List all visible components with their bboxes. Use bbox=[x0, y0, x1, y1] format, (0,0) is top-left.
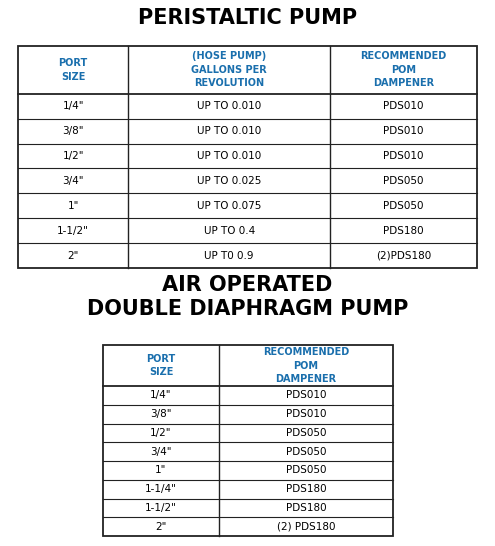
Text: 1-1/2": 1-1/2" bbox=[57, 225, 89, 236]
Text: (2) PDS180: (2) PDS180 bbox=[277, 521, 335, 532]
Text: PDS050: PDS050 bbox=[286, 447, 326, 456]
Text: 1/2": 1/2" bbox=[62, 151, 84, 161]
Text: PORT
SIZE: PORT SIZE bbox=[58, 58, 88, 82]
Text: PORT
SIZE: PORT SIZE bbox=[147, 354, 176, 377]
Text: UP TO 0.4: UP TO 0.4 bbox=[203, 225, 255, 236]
Text: (2)PDS180: (2)PDS180 bbox=[376, 251, 431, 260]
Text: PDS050: PDS050 bbox=[286, 428, 326, 438]
Text: 3/8": 3/8" bbox=[62, 126, 84, 136]
Text: PDS010: PDS010 bbox=[286, 390, 326, 400]
Text: PDS180: PDS180 bbox=[383, 225, 424, 236]
Text: 3/4": 3/4" bbox=[150, 447, 172, 456]
Text: UP TO 0.010: UP TO 0.010 bbox=[197, 101, 261, 111]
Text: 1-1/2": 1-1/2" bbox=[145, 503, 177, 513]
Text: UP TO 0.025: UP TO 0.025 bbox=[197, 176, 261, 186]
Text: PDS180: PDS180 bbox=[286, 484, 326, 494]
Bar bbox=[103, 345, 393, 536]
Text: 3/4": 3/4" bbox=[62, 176, 84, 186]
Text: 1/4": 1/4" bbox=[62, 101, 84, 111]
Text: PDS010: PDS010 bbox=[383, 126, 424, 136]
Text: 2": 2" bbox=[155, 521, 167, 532]
Text: PDS010: PDS010 bbox=[286, 409, 326, 419]
Text: 2": 2" bbox=[67, 251, 79, 260]
Text: AIR OPERATED
DOUBLE DIAPHRAGM PUMP: AIR OPERATED DOUBLE DIAPHRAGM PUMP bbox=[87, 275, 408, 319]
Text: PERISTALTIC PUMP: PERISTALTIC PUMP bbox=[138, 8, 357, 28]
Text: 1/4": 1/4" bbox=[150, 390, 172, 400]
Text: PDS010: PDS010 bbox=[383, 101, 424, 111]
Text: 1-1/4": 1-1/4" bbox=[145, 484, 177, 494]
Text: PDS050: PDS050 bbox=[383, 201, 424, 211]
Bar bbox=[18, 46, 477, 268]
Text: PDS050: PDS050 bbox=[286, 465, 326, 476]
Text: 3/8": 3/8" bbox=[150, 409, 172, 419]
Text: 1/2": 1/2" bbox=[150, 428, 172, 438]
Text: UP TO 0.010: UP TO 0.010 bbox=[197, 126, 261, 136]
Text: RECOMMENDED
POM
DAMPENER: RECOMMENDED POM DAMPENER bbox=[360, 51, 446, 88]
Text: UP T0 0.9: UP T0 0.9 bbox=[204, 251, 254, 260]
Text: PDS010: PDS010 bbox=[383, 151, 424, 161]
Text: RECOMMENDED
POM
DAMPENER: RECOMMENDED POM DAMPENER bbox=[263, 347, 349, 384]
Text: PDS050: PDS050 bbox=[383, 176, 424, 186]
Text: UP TO 0.010: UP TO 0.010 bbox=[197, 151, 261, 161]
Text: (HOSE PUMP)
GALLONS PER
REVOLUTION: (HOSE PUMP) GALLONS PER REVOLUTION bbox=[191, 51, 267, 88]
Text: UP TO 0.075: UP TO 0.075 bbox=[197, 201, 261, 211]
Text: 1": 1" bbox=[67, 201, 79, 211]
Text: PDS180: PDS180 bbox=[286, 503, 326, 513]
Text: 1": 1" bbox=[155, 465, 167, 476]
